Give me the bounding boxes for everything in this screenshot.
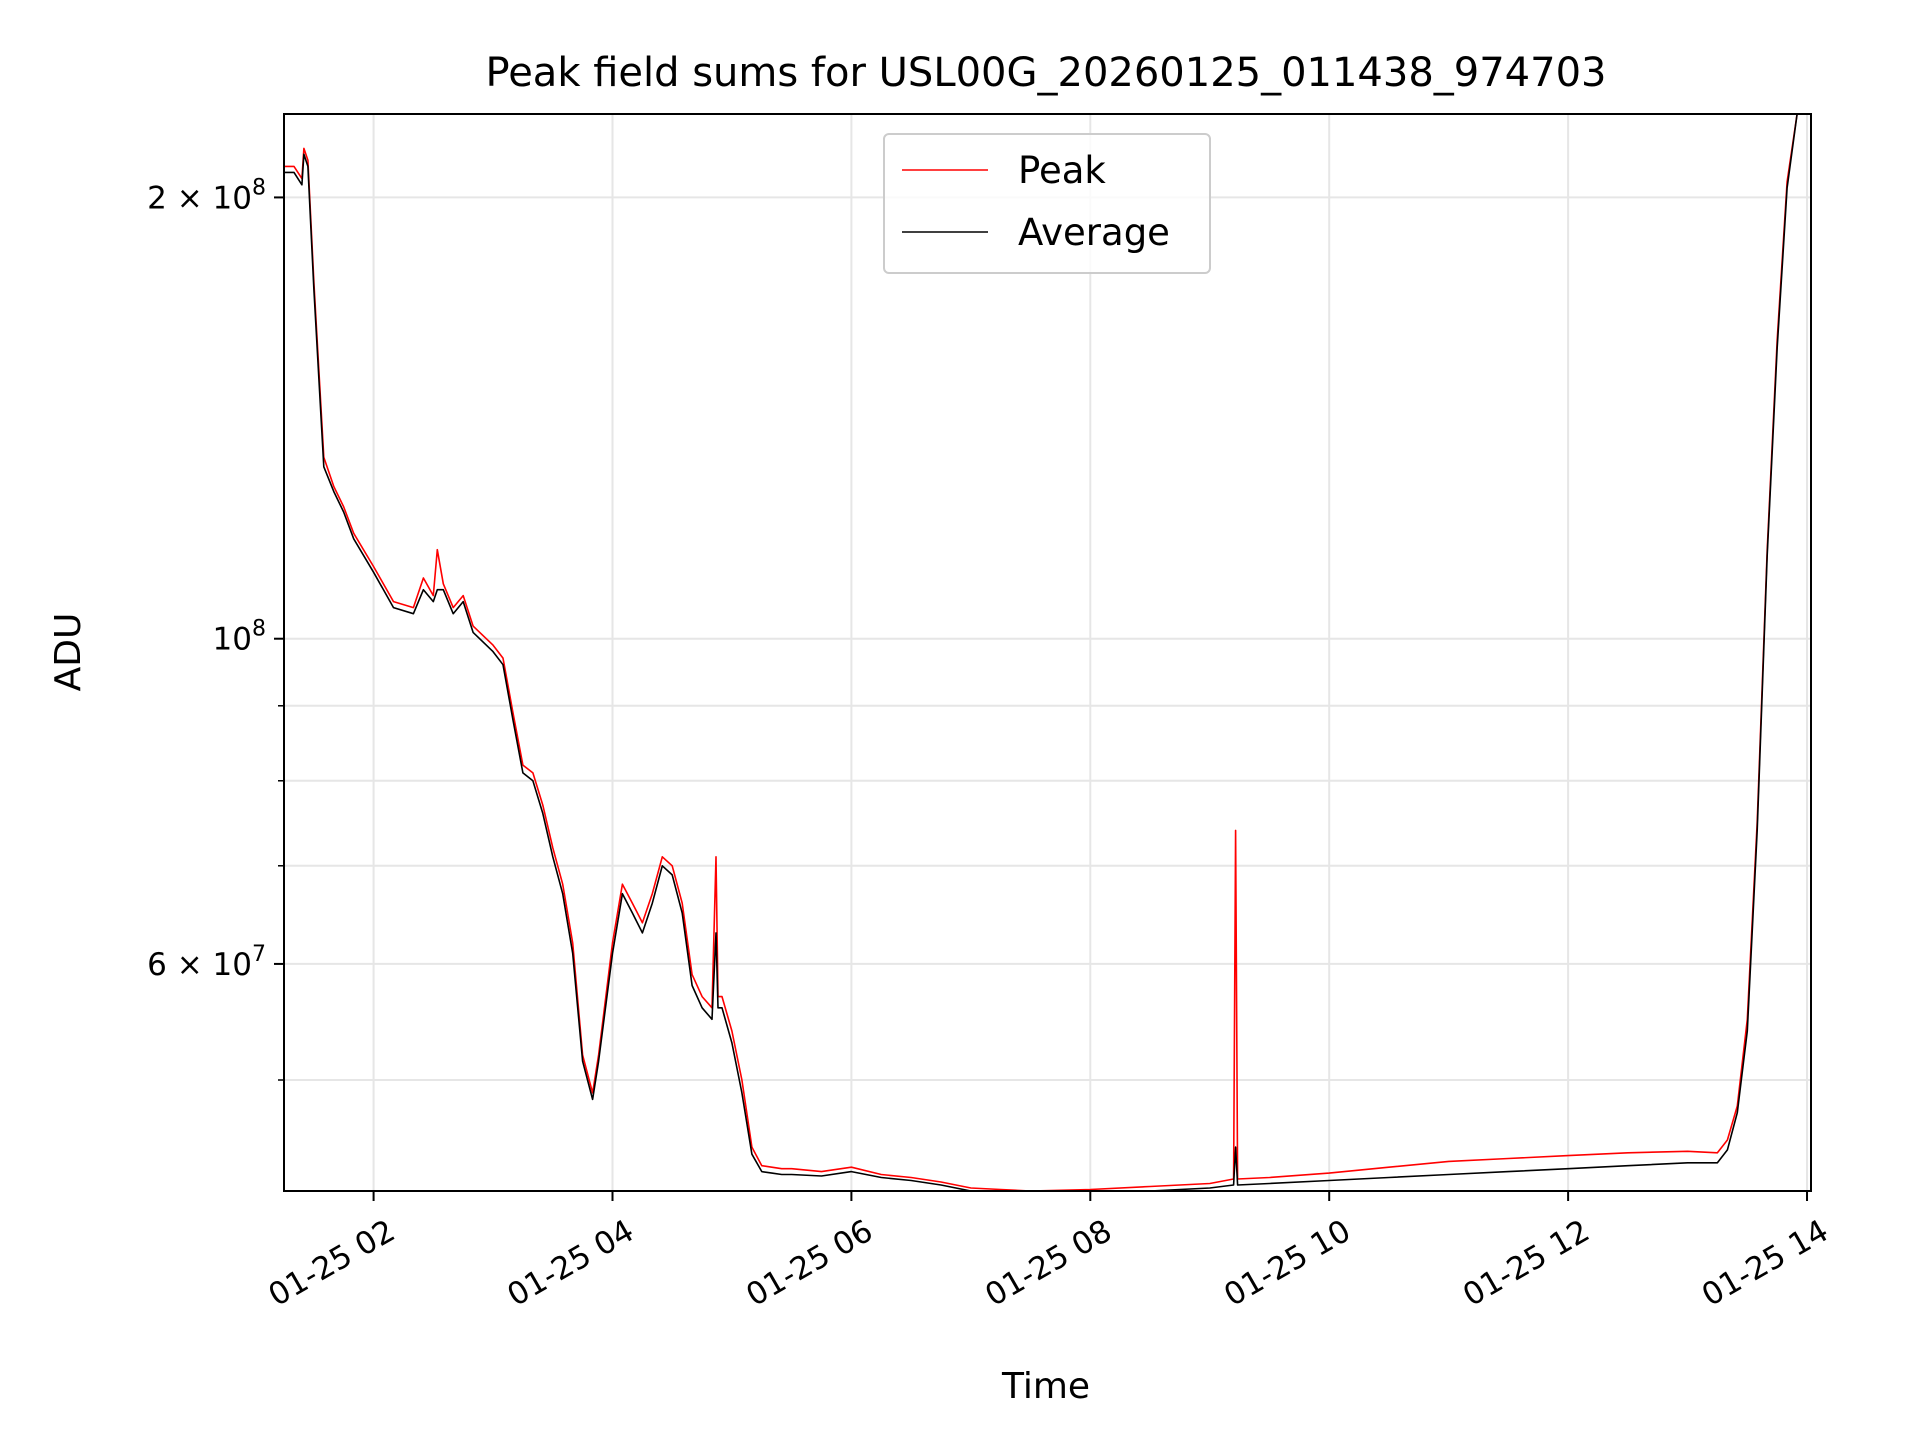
series-group xyxy=(284,114,1807,1191)
legend-box xyxy=(883,133,1211,274)
y-axis-label: ADU xyxy=(48,613,89,692)
x-axis-label: Time xyxy=(1001,1366,1090,1407)
legend-average-label: Average xyxy=(1018,211,1170,254)
y-tick-label: 2 × 108 xyxy=(147,175,266,216)
plot-frame xyxy=(283,113,1812,1192)
y-tick-label: 108 xyxy=(213,617,266,658)
series-line-average xyxy=(284,114,1807,1191)
legend: Peak Average xyxy=(883,133,1211,274)
y-axis: 6 × 107 108 2 × 108 xyxy=(147,175,284,1081)
chart-title: Peak field sums for USL00G_20260125_0114… xyxy=(486,50,1607,96)
legend-peak-label: Peak xyxy=(1018,149,1106,192)
y-tick-label: 6 × 107 xyxy=(147,942,266,983)
